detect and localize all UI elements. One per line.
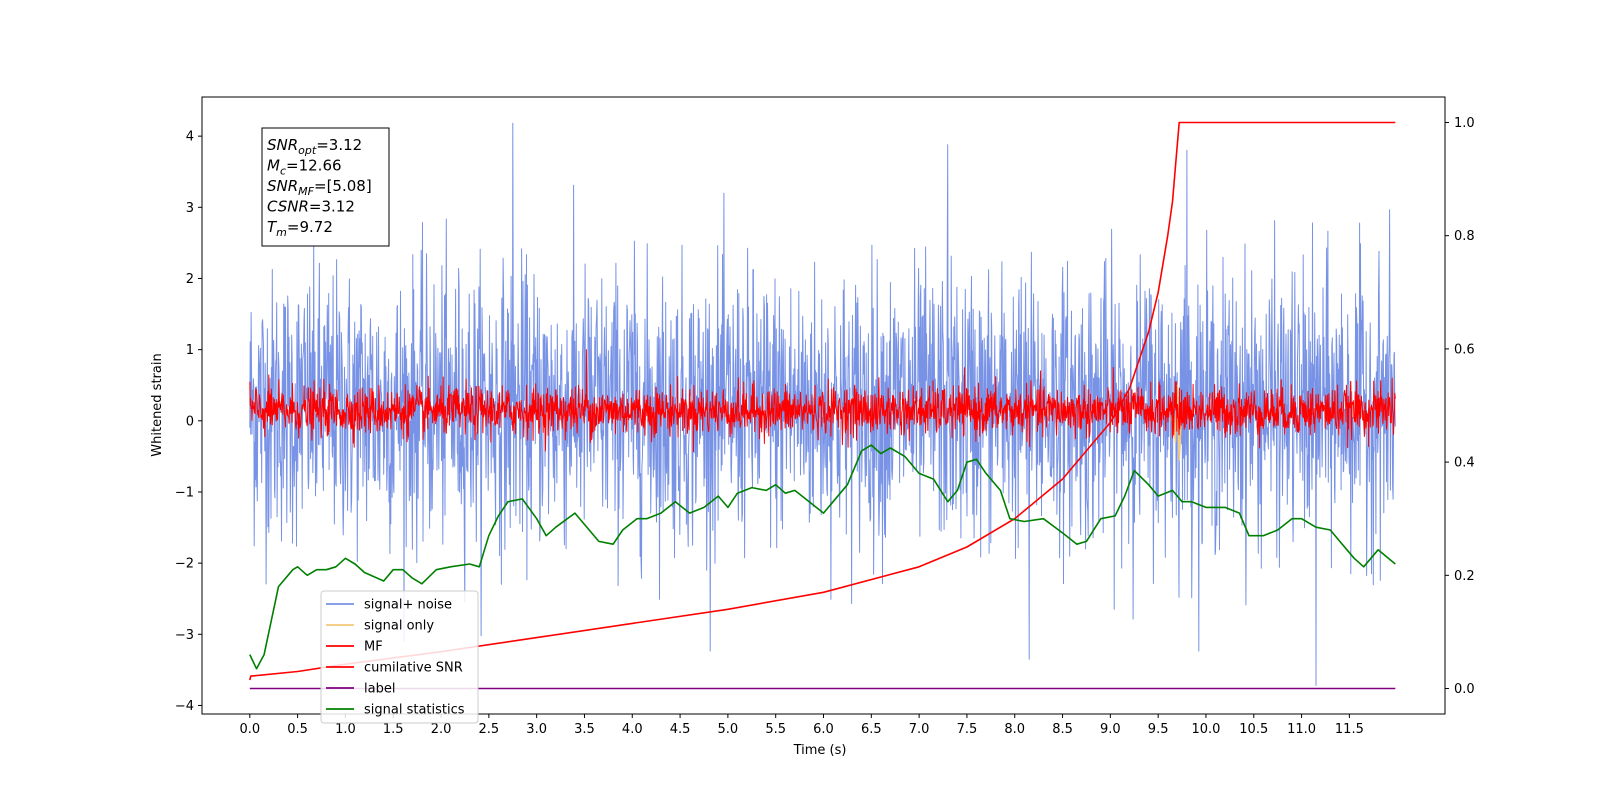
x-tick-label: 2.5	[479, 722, 500, 737]
x-tick-label: 7.5	[957, 722, 978, 737]
legend-entry: signal statistics	[364, 703, 465, 718]
legend-entry: label	[364, 682, 395, 697]
y-tick-label: −2	[175, 557, 194, 572]
x-tick-label: 9.0	[1100, 722, 1121, 737]
info-box-line: Tm=9.72	[267, 218, 333, 239]
x-tick-label: 6.0	[813, 722, 834, 737]
x-tick-label: 4.5	[670, 722, 691, 737]
x-tick-label: 0.0	[239, 722, 260, 737]
x-tick-label: 6.5	[861, 722, 882, 737]
legend-entry: signal+ noise	[364, 598, 452, 613]
series-mf	[249, 349, 1396, 453]
x-tick-label: 8.5	[1052, 722, 1073, 737]
x-tick-label: 5.0	[718, 722, 739, 737]
legend-frame	[320, 590, 479, 724]
y2-tick-label: 0.8	[1454, 229, 1475, 244]
y-tick-label: 2	[186, 272, 194, 287]
info-box-line: SNRMF=[5.08]	[267, 177, 372, 198]
x-tick-label: 5.5	[765, 722, 786, 737]
x-tick-label: 11.0	[1287, 722, 1316, 737]
x-tick-label: 2.0	[431, 722, 452, 737]
y-tick-label: −4	[175, 699, 194, 714]
x-tick-label: 9.5	[1148, 722, 1169, 737]
x-tick-label: 8.0	[1004, 722, 1025, 737]
x-tick-label: 7.0	[909, 722, 930, 737]
y-tick-label: 0	[186, 414, 194, 429]
info-box: SNRopt=3.12Mc=12.66SNRMF=[5.08]CSNR=3.12…	[261, 127, 390, 247]
legend-entry: signal only	[364, 619, 434, 634]
x-tick-label: 3.5	[574, 722, 595, 737]
x-tick-label: 0.5	[287, 722, 308, 737]
x-tick-label: 10.5	[1239, 722, 1268, 737]
x-tick-label: 11.5	[1335, 722, 1364, 737]
x-tick-label: 3.0	[526, 722, 547, 737]
x-tick-label: 1.5	[383, 722, 404, 737]
y2-tick-label: 0.6	[1454, 342, 1475, 357]
y-tick-label: 3	[186, 201, 194, 216]
x-tick-label: 1.0	[335, 722, 356, 737]
y-tick-label: −3	[175, 628, 194, 643]
info-box-line: SNRopt=3.12	[267, 136, 362, 157]
x-axis-label: Time (s)	[793, 743, 847, 758]
y-tick-label: 4	[186, 130, 194, 145]
info-box-frame	[261, 127, 390, 247]
series-signal-statistics	[249, 444, 1396, 670]
y-tick-label: 1	[186, 343, 194, 358]
y2-tick-label: 1.0	[1454, 116, 1475, 131]
legend-entry: cumilative SNR	[364, 661, 463, 676]
legend-entry: MF	[364, 640, 383, 655]
y2-tick-label: 0.0	[1454, 682, 1475, 697]
y2-tick-label: 0.2	[1454, 569, 1475, 584]
y2-tick-label: 0.4	[1454, 456, 1475, 471]
series-signal-noise	[249, 122, 1396, 686]
info-box-line: Mc=12.66	[267, 157, 342, 178]
y-axis-label: Whitened strain	[150, 353, 165, 456]
y-tick-label: −1	[175, 485, 194, 500]
x-tick-label: 10.0	[1191, 722, 1220, 737]
info-box-line: CSNR=3.12	[267, 198, 355, 216]
legend: signal+ noise signal only MF cumilative SNR…	[320, 590, 479, 724]
x-tick-label: 4.0	[622, 722, 643, 737]
